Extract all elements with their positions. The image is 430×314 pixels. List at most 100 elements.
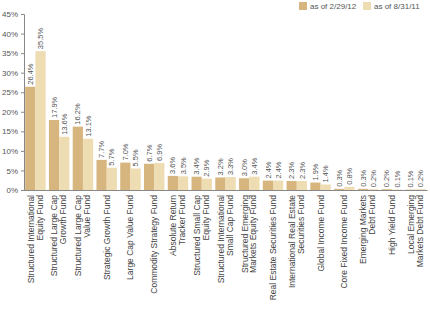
x-tick: High Yield Fund: [387, 190, 397, 255]
y-tick-label: 35%: [2, 49, 18, 58]
bar: [73, 127, 83, 190]
x-tick: Emerging MarketsDebt Fund: [358, 190, 377, 264]
y-tick-label: 15%: [2, 127, 18, 136]
y-tick-label: 30%: [2, 69, 18, 78]
data-label: 3.5%: [179, 157, 188, 174]
y-tick-label: 5%: [6, 167, 18, 176]
x-tick: Local EmergingMarkets Debt Fund: [406, 190, 425, 267]
x-tick-label-line: Large Cap Value Fund: [125, 195, 135, 280]
x-tick: International Real EstateSecurities Fund: [287, 190, 306, 288]
x-tick-label: Core Fixed Income Fund: [339, 195, 349, 289]
y-tick: 20%: [2, 108, 24, 117]
x-tick: Real Estate Securities Fund: [268, 190, 278, 300]
data-label: 0.1%: [393, 170, 402, 187]
x-tick-label: Commodity Strategy Fund: [149, 195, 159, 294]
y-tick-mark: [21, 73, 24, 74]
y-tick-mark: [21, 34, 24, 35]
x-axis: Structured InternationalEquity FundStruc…: [25, 190, 428, 300]
bar: [249, 177, 259, 190]
x-tick-label: Structured Small CapEquity Fund: [192, 195, 211, 276]
bar: [382, 189, 392, 190]
x-tick: Structured Large CapValue Fund: [73, 190, 92, 276]
bar: [59, 137, 69, 190]
x-tick-label: Strategic Growth Fund: [102, 195, 112, 280]
legend-label: as of 2/29/12: [310, 2, 357, 11]
data-label: 3.4%: [250, 157, 259, 174]
x-tick: Structured Large CapGrowth Fund: [49, 190, 68, 276]
y-tick-label: 45%: [2, 10, 18, 19]
y-tick: 30%: [2, 69, 24, 78]
bar: [368, 189, 378, 190]
bar: [120, 163, 130, 190]
x-tick-label-line: Securities Fund: [296, 195, 306, 254]
bar: [321, 185, 331, 190]
bar: [178, 176, 188, 190]
y-tick-label: 10%: [2, 147, 18, 156]
x-tick-label: High Yield Fund: [387, 195, 397, 255]
data-label: 0.8%: [345, 167, 354, 184]
y-axis-line: [21, 15, 25, 191]
data-label: 0.2%: [416, 170, 425, 187]
bar: [192, 177, 202, 190]
x-tick: Structured InternationalEquity Fund: [26, 190, 45, 283]
x-tick-label: Emerging MarketsDebt Fund: [358, 195, 377, 264]
bar: [215, 177, 225, 190]
bar: [297, 181, 307, 190]
bar: [239, 178, 249, 190]
bar: [310, 183, 320, 190]
x-tick-label-line: Equity Fund: [35, 195, 45, 241]
data-label: 0.3%: [359, 169, 368, 186]
x-tick: Structured InternationalSmall Cap Fund: [216, 190, 235, 283]
bar: [96, 160, 106, 190]
x-tick-label: Real Estate Securities Fund: [268, 195, 278, 301]
bar: [358, 189, 368, 190]
data-label: 16.2%: [73, 103, 82, 125]
data-label: 2.3%: [298, 162, 307, 179]
bar: [130, 168, 140, 190]
y-tick: 35%: [2, 49, 24, 58]
x-tick: Structured Small CapEquity Fund: [192, 190, 211, 276]
y-tick-mark: [21, 151, 24, 152]
data-label: 0.2%: [369, 170, 378, 187]
x-tick: Commodity Strategy Fund: [149, 190, 159, 294]
x-tick-label: Structured Large CapValue Fund: [73, 195, 92, 277]
x-tick-label: Structured InternationalEquity Fund: [26, 195, 45, 284]
data-labels: 26.4%17.9%16.2%7.7%7.0%6.7%3.6%3.4%3.2%3…: [26, 28, 425, 188]
legend-label: as of 8/31/11: [374, 2, 420, 11]
x-tick-label: Structured InternationalSmall Cap Fund: [216, 195, 235, 284]
y-tick: 40%: [2, 30, 24, 39]
x-tick-label-line: Markets Debt Fund: [415, 195, 425, 268]
data-label: 13.1%: [84, 115, 93, 137]
bar: [263, 181, 273, 190]
x-axis-line: [25, 190, 428, 191]
data-label: 3.6%: [168, 156, 177, 173]
x-tick: Strategic Growth Fund: [102, 190, 112, 280]
y-tick: 45%: [2, 10, 24, 19]
data-label: 7.0%: [121, 143, 130, 160]
legend: as of 2/29/12 as of 8/31/11: [299, 2, 420, 11]
bar: [168, 176, 178, 190]
x-tick: Global Income Fund: [316, 190, 326, 272]
bar: [287, 181, 297, 190]
y-tick: 10%: [2, 147, 24, 156]
x-tick-label-line: Commodity Strategy Fund: [149, 195, 159, 294]
bar: [405, 189, 415, 190]
data-label: 5.5%: [131, 149, 140, 166]
data-label: 5.7%: [107, 148, 116, 165]
x-tick: Large Cap Value Fund: [125, 190, 135, 280]
x-tick-label-line: Equity Fund: [201, 195, 211, 241]
y-tick-mark: [21, 92, 24, 93]
bar: [25, 87, 35, 190]
legend-swatch: [363, 2, 371, 10]
bar: [273, 181, 283, 190]
data-label: 1.4%: [321, 165, 330, 182]
y-tick-mark: [21, 53, 24, 54]
data-label: 35.5%: [36, 28, 45, 50]
plot: 26.4%17.9%16.2%7.7%7.0%6.7%3.6%3.4%3.2%3…: [2, 10, 428, 300]
bar: [334, 189, 344, 190]
x-tick-label: Global Income Fund: [316, 195, 326, 272]
legend-swatch: [299, 2, 307, 10]
data-label: 2.4%: [274, 161, 283, 178]
bar: [392, 189, 402, 190]
y-tick-label: 0%: [6, 186, 18, 195]
